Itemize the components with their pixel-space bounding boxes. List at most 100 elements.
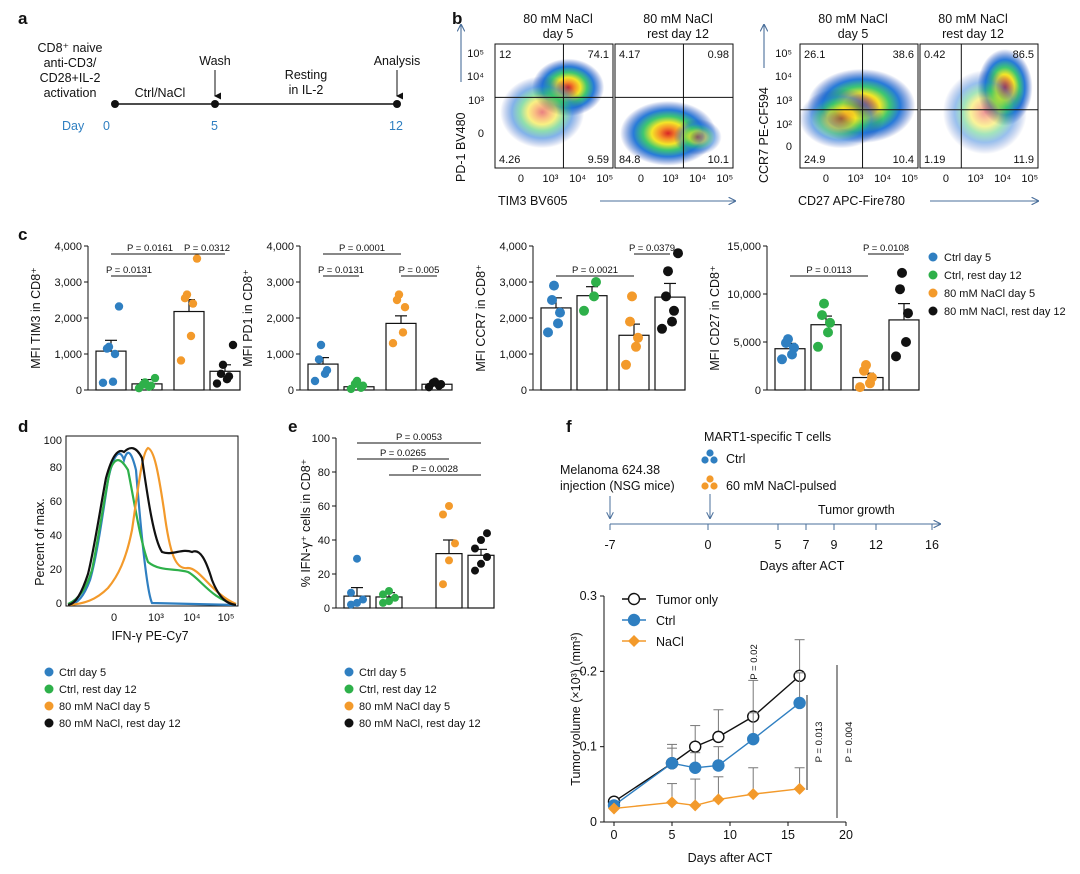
data-point	[391, 593, 399, 602]
d-legend-4: 80 mM NaCl, rest day 12	[59, 718, 181, 730]
data-point	[353, 598, 361, 607]
d-histograms	[67, 446, 237, 607]
data-point	[353, 554, 361, 563]
p-value: P = 0.013	[814, 722, 825, 763]
panel-b: b 80 mM NaCl day 5 80 mM NaCl rest day 1…	[452, 9, 1038, 208]
x-tick-label: 15	[781, 828, 795, 842]
panel-f: f MART1-specific T cells Ctrl 60 mM NaCl…	[560, 417, 940, 865]
b-ry-1: 10⁵	[775, 48, 792, 60]
data-point	[631, 341, 641, 352]
data-point	[445, 556, 453, 565]
flow-xtick: 0	[943, 173, 949, 185]
data-point	[667, 316, 677, 327]
day-0: 0	[103, 119, 110, 133]
data-point	[359, 595, 367, 604]
panel-label-b: b	[452, 9, 462, 28]
data-point	[439, 580, 447, 589]
panel-label-c: c	[18, 225, 27, 244]
data-point	[471, 544, 479, 553]
data-point	[627, 291, 637, 302]
flow-xtick: 10³	[968, 173, 984, 185]
data-point	[712, 730, 725, 744]
data-point	[212, 379, 222, 388]
y-tick-label: 2,000	[499, 313, 527, 325]
p-value: P = 0.0053	[396, 432, 442, 443]
d-legend: Ctrl day 5 Ctrl, rest day 12 80 mM NaCl …	[44, 667, 181, 730]
flow-plot-2: 4.17 0.98 84.8 10.1 0 10³ 10⁴ 10⁵	[614, 43, 734, 185]
flow-xtick: 10⁵	[596, 173, 613, 185]
panel-d: d Percent of max. 100 80 60 40 20 0 0 10…	[18, 417, 239, 730]
day-5: 5	[211, 119, 218, 133]
data-point	[553, 318, 563, 329]
data-point	[897, 267, 907, 278]
p-value: P = 0.0131	[106, 265, 152, 276]
data-point	[901, 337, 911, 347]
d-y-20: 20	[50, 564, 62, 576]
data-point	[379, 590, 387, 599]
y-tick-label: 5,000	[733, 337, 761, 349]
b-header-4a: 80 mM NaCl	[938, 12, 1007, 26]
c-ylabel: MFI CCR7 in CD8⁺	[474, 264, 488, 371]
p-value: P = 0.005	[399, 265, 440, 276]
y-tick-label: 0.3	[580, 589, 597, 603]
data-point	[176, 356, 186, 365]
d-frame	[65, 435, 239, 607]
f-tl-xlabel: Days after ACT	[760, 559, 845, 573]
flow-xtick: 10⁵	[1021, 173, 1038, 185]
step-line-4: activation	[44, 86, 97, 100]
quadrant-value: 11.9	[1013, 154, 1034, 166]
data-point	[783, 334, 793, 345]
day-label: Day	[62, 119, 85, 133]
data-point	[347, 600, 355, 609]
data-point	[591, 277, 601, 287]
timeline-dot-0	[111, 100, 119, 108]
b-ry-4: 10²	[776, 119, 792, 131]
panel-e: e 100 80 60 40 20 0 % IFN-γ⁺ cells in CD8⁺ P = …	[288, 417, 495, 730]
flow-xtick: 10⁴	[994, 173, 1011, 185]
data-point	[477, 536, 485, 544]
data-point	[314, 355, 324, 364]
legend-label: NaCl	[656, 635, 684, 649]
f-nacl: 60 mM NaCl-pulsed	[726, 479, 837, 493]
flow-xtick: 10⁵	[716, 173, 733, 185]
y-tick-label: 0	[76, 385, 82, 397]
p-value: P = 0.0265	[380, 448, 426, 459]
x-tick-label: 5	[669, 828, 676, 842]
flow-plot-4: 0.42 86.5 1.19 11.9 0 10³ 10⁴ 10⁵	[919, 43, 1039, 185]
data-point	[228, 340, 238, 350]
data-point	[625, 316, 635, 327]
data-point	[793, 696, 806, 710]
flow-xtick: 0	[518, 173, 524, 185]
flow-xtick: 10³	[663, 173, 679, 185]
data-point	[621, 359, 631, 370]
p-value: P = 0.0001	[339, 243, 385, 254]
b-ly-1: 10⁵	[467, 48, 484, 60]
density-cloud	[799, 88, 884, 149]
quadrant-value: 12	[499, 49, 511, 61]
p-value: P = 0.0379	[629, 243, 675, 254]
data-point	[216, 369, 226, 378]
tl-tick-label: 0	[705, 538, 712, 552]
quadrant-value: 4.26	[499, 154, 520, 166]
tl-tick-label: 9	[831, 538, 838, 552]
data-point	[689, 740, 702, 753]
y-tick-label: 0	[521, 385, 527, 397]
f-mel-2: injection (NSG mice)	[560, 479, 675, 493]
e-legend: Ctrl day 5 Ctrl, rest day 12 80 mM NaCl …	[344, 667, 481, 730]
b-right-ylabel: CCR7 PE-CF594	[757, 87, 771, 183]
series-nacl	[608, 767, 806, 815]
timeline-dot-12	[393, 100, 401, 108]
flow-xtick: 10⁵	[901, 173, 918, 185]
label-analysis: Analysis	[374, 54, 421, 68]
data-point	[903, 308, 913, 319]
data-point	[861, 360, 871, 371]
f-mel-1: Melanoma 624.38	[560, 463, 660, 477]
label-wash: Wash	[199, 54, 231, 68]
b-header-1b: day 5	[543, 27, 574, 41]
c-legend-1: Ctrl day 5	[944, 252, 991, 264]
b-ly-4: 0	[478, 128, 484, 140]
data-point	[108, 377, 118, 386]
p-value: P = 0.0161	[127, 243, 173, 254]
panel-a: a CD8⁺ naive anti-CD3/ CD28+IL-2 activat…	[18, 9, 420, 133]
